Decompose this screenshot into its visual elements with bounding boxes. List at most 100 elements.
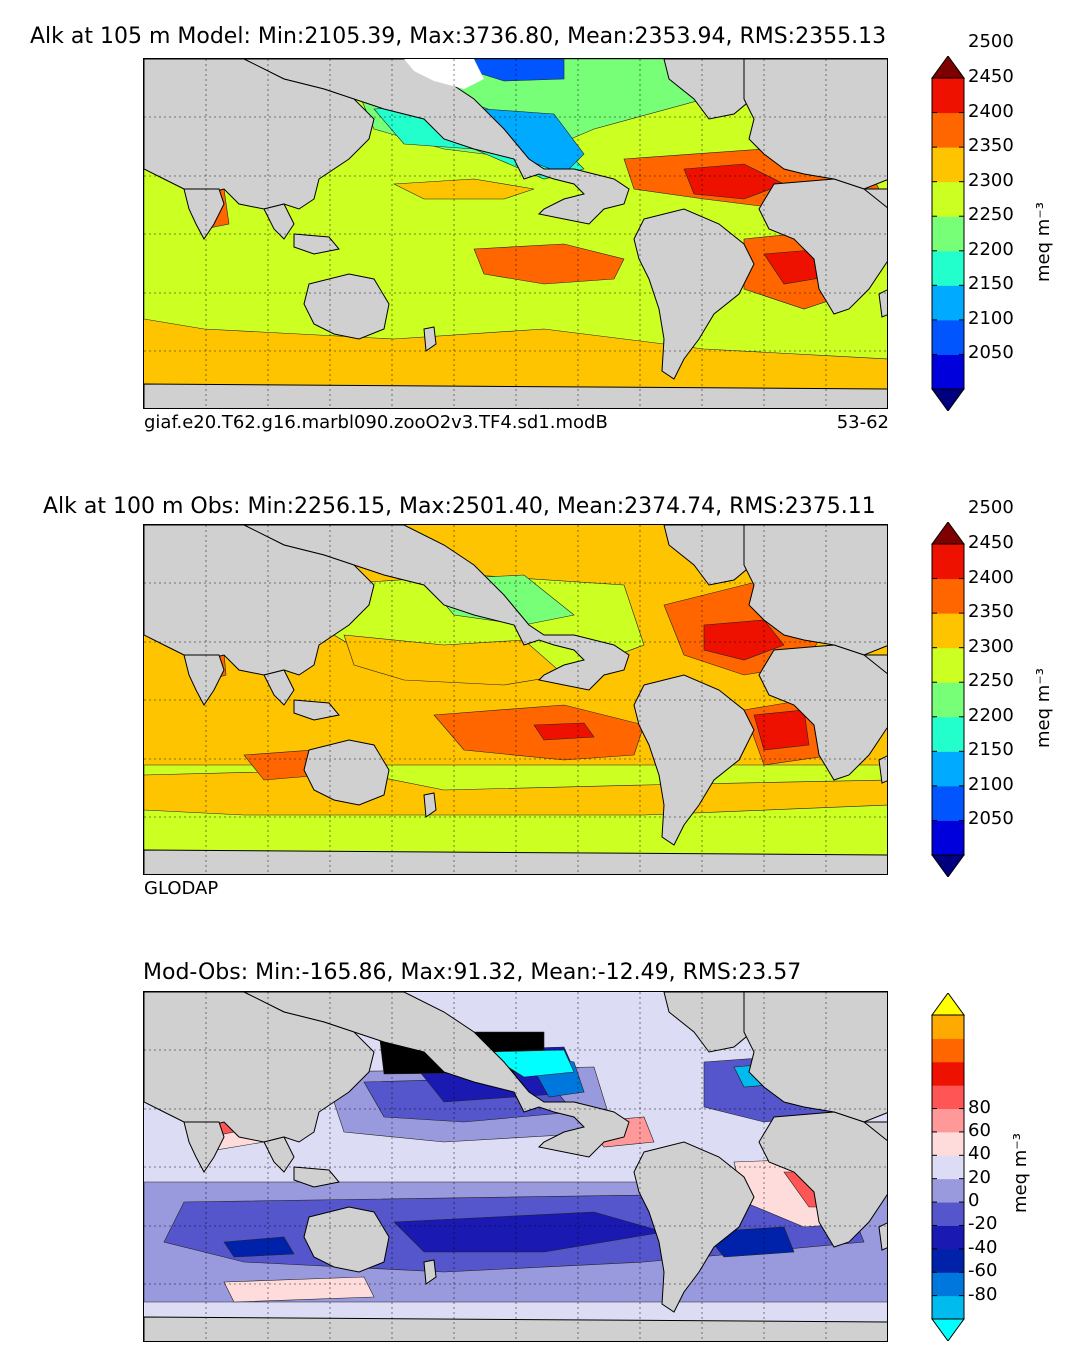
colorbar-band [932,578,964,614]
colorbar-tick-label: 2250 [968,670,1014,692]
colorbar-band [932,285,964,321]
colorbar-band [932,1202,964,1226]
colorbar-band [932,647,964,683]
colorbar-band [932,112,964,148]
colorbar-tick-label: 2100 [968,307,1014,329]
diff-map [143,991,888,1342]
colorbar-tick-label: 80 [968,1096,991,1118]
colorbar-band [932,1178,964,1203]
landmass [758,644,887,781]
contour-region [482,1049,575,1078]
colorbar-tick-label: 2400 [968,100,1014,122]
landmass [743,992,887,1123]
landmass [183,1121,225,1173]
landmass [263,1136,295,1173]
colorbar-band [932,1248,964,1273]
colorbar-tick-label: 2350 [968,601,1014,623]
colorbar-tick-label: 2450 [968,66,1014,87]
landmass [633,208,755,380]
panel-title: Alk at 105 m Model: Min:2105.39, Max:373… [30,24,887,49]
year-range-caption: 53-62 [836,412,889,433]
landmass [263,203,295,240]
colorbar-band [932,1225,964,1250]
landmass [303,273,390,340]
colorbar-tick-label: 2250 [968,204,1014,226]
colorbar-tick-label: 20 [968,1166,991,1188]
obs-title: Alk at 100 m Obs: Min:2256.15, Max:2501.… [43,494,876,519]
colorbar-tick-label: 2200 [968,704,1014,726]
colorbar-band [932,613,964,649]
colorbar-tick-label: 2350 [968,135,1014,157]
landmass [878,289,887,318]
landmass [758,178,887,315]
colorbar-band [932,1131,964,1156]
landmass [878,755,887,784]
colorbar-band [932,1061,964,1086]
colorbar-extend-min [931,854,965,877]
contour-region [223,1276,375,1303]
landmass [183,654,225,706]
colorbar-band [932,820,964,856]
colorbar-band [932,716,964,752]
colorbar-extend-max [931,993,965,1016]
contour-region [393,1211,665,1253]
colorbar-band [932,147,964,183]
colorbar-band [932,78,964,114]
colorbar-band [932,216,964,252]
colorbar-band [932,1272,964,1297]
landmass [293,1166,340,1188]
obs-caption: GLODAP [144,878,219,899]
colorbar-tick-label: 2300 [968,635,1014,657]
landmass [743,59,887,190]
model-map [143,58,888,409]
colorbar-tick-label: 2400 [968,566,1014,588]
landmass [303,1206,390,1273]
colorbar-tick-label: 2300 [968,169,1014,191]
model-panel: Alk at 105 m Model: Min:2105.39, Max:373… [0,24,1088,484]
colorbar-tick-label: 2100 [968,773,1014,795]
colorbar-tick-label: 40 [968,1143,991,1165]
colorbar-extend-min [931,388,965,411]
contour-region [533,722,595,741]
colorbar-tick-label: 2450 [968,532,1014,553]
colorbar-band [932,181,964,217]
colorbar-band [932,682,964,718]
colorbar-extend-min [931,1318,965,1341]
colorbar-band [932,1108,964,1133]
landmass [243,525,630,691]
colorbar-band [932,1038,964,1063]
colorbar-tick-label: 0 [968,1190,980,1212]
colorbar-extend-max [931,56,965,79]
colorbar-extend-max [931,522,965,545]
model-colorbar [931,56,965,411]
colorbar-tick-label: 2500 [968,31,1014,53]
landmass [303,739,390,806]
missing-data [404,59,484,89]
colorbar-band [932,354,964,390]
colorbar-tick-label: -40 [968,1236,998,1258]
diff-title: Mod-Obs: Min:-165.86, Max:91.32, Mean:-1… [143,960,802,985]
obs-colorbar [931,522,965,877]
landmass [293,699,340,721]
landmass [743,525,887,656]
landmass [423,326,437,352]
contour-region [753,709,810,751]
colorbar-tick-label: 2150 [968,739,1014,761]
obs-map [143,524,888,875]
colorbar-tick-label: 2150 [968,273,1014,295]
landmass [758,1111,887,1248]
landmass [293,233,340,255]
colorbar-band [932,250,964,286]
landmass [183,188,225,240]
contour-region [473,243,625,285]
landmass [423,792,437,818]
colorbar-tick-label: 2050 [968,808,1014,830]
colorbar-band [932,1085,964,1110]
colorbar-band [932,319,964,355]
landmass [633,1141,755,1313]
colorbar-tick-label: 60 [968,1119,991,1141]
colorbar-tick-label: -20 [968,1213,998,1235]
contour-region [392,178,535,200]
colorbar-unit: meq m⁻³ [1033,201,1054,282]
colorbar-tick-label: 2500 [968,497,1014,519]
